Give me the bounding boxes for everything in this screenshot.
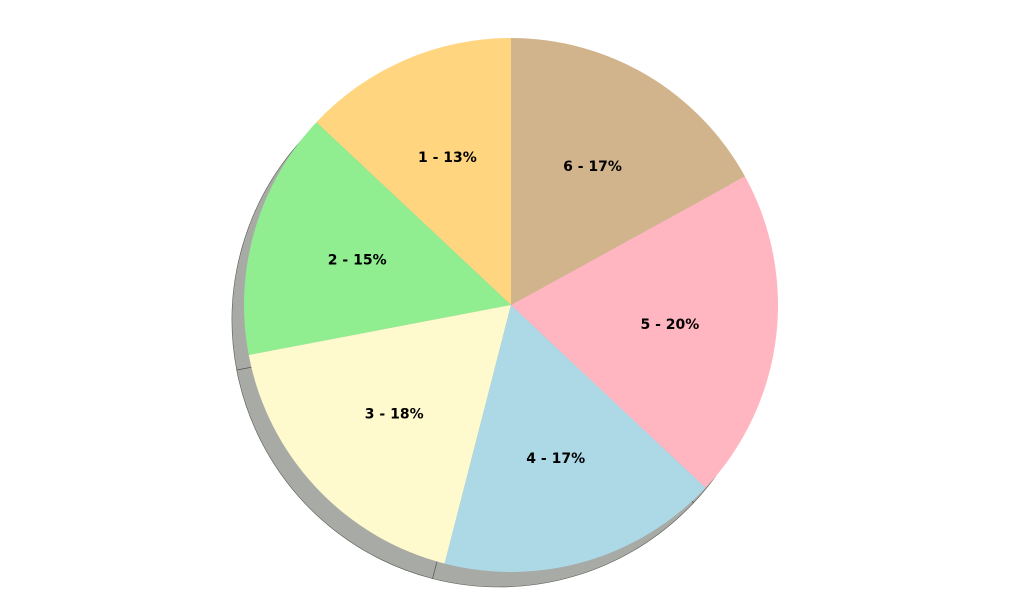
- pie-slice-layer: [244, 38, 778, 572]
- slice-label-6: 6 - 17%: [563, 159, 622, 175]
- slice-label-2: 2 - 15%: [328, 252, 387, 268]
- slice-label-5: 5 - 20%: [640, 317, 699, 333]
- pie-slice-4: [444, 305, 706, 572]
- pie-slice-6: [511, 38, 745, 305]
- pie-slice-5: [511, 176, 778, 488]
- slice-label-3: 3 - 18%: [365, 407, 424, 423]
- slice-label-1: 1 - 13%: [418, 150, 477, 166]
- pie-slice-1: [316, 38, 511, 305]
- slice-label-4: 4 - 17%: [526, 451, 585, 467]
- pie-slice-2: [244, 122, 512, 356]
- pie-label-layer: 1 - 13% 2 - 15% 3 - 18% 4 - 17% 5 - 20% 6 - 1…: [328, 150, 700, 467]
- pie-slice-3: [248, 305, 512, 564]
